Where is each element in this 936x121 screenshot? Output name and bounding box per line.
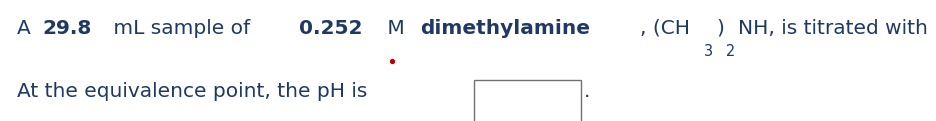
Text: .: . [583, 82, 590, 101]
Text: dimethylamine: dimethylamine [420, 19, 590, 38]
Text: At the equivalence point, th: At the equivalence point, th [17, 82, 298, 101]
Text: ): ) [715, 19, 723, 38]
Text: 29.8: 29.8 [43, 19, 92, 38]
Text: NH, is titrated with: NH, is titrated with [738, 19, 933, 38]
Text: , (CH: , (CH [639, 19, 689, 38]
Text: 0.252: 0.252 [300, 19, 362, 38]
Text: M: M [381, 19, 411, 38]
Text: At the equivalence point, the pH is: At the equivalence point, the pH is [17, 82, 367, 101]
Text: 3: 3 [703, 44, 712, 59]
Text: 2: 2 [725, 44, 735, 59]
Bar [473, 80, 580, 121]
Text: mL sample of: mL sample of [107, 19, 256, 38]
Text: A: A [17, 19, 37, 38]
Text: At the equivalence point, the: At the equivalence point, the [17, 82, 316, 101]
